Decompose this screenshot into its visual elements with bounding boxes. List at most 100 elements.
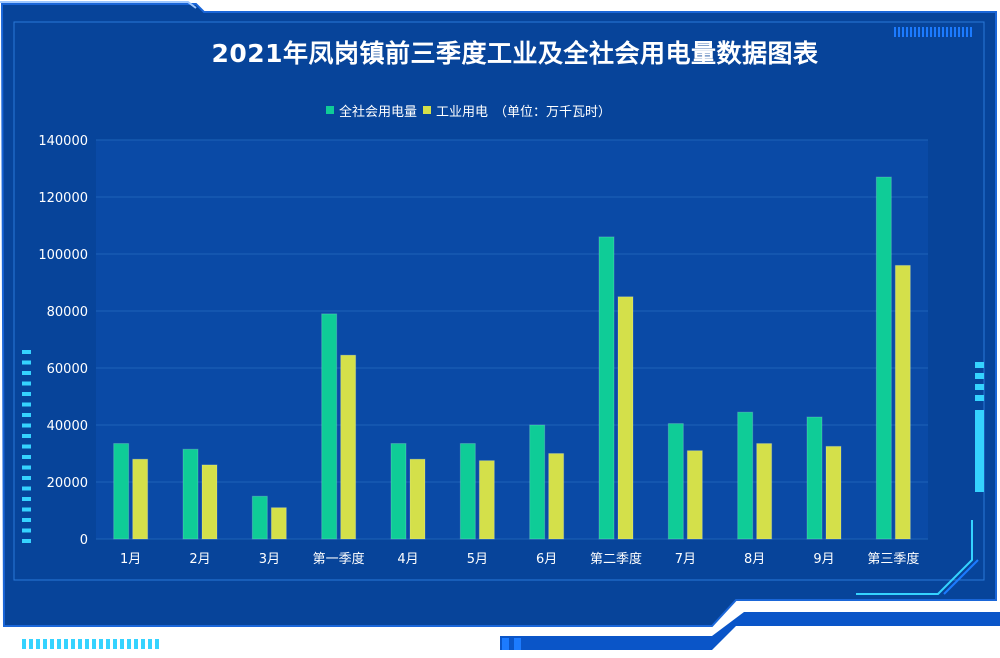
frame-dot xyxy=(975,395,984,401)
x-tick-label: 5月 xyxy=(467,552,488,567)
frame-dot xyxy=(22,402,31,407)
frame-dot xyxy=(22,639,26,649)
frame-dot xyxy=(22,476,31,480)
frame-dot xyxy=(898,27,900,37)
legend-unit-note: （单位：万千瓦时） xyxy=(494,104,612,120)
frame-dot xyxy=(934,27,936,37)
bar-total[interactable] xyxy=(598,236,615,540)
bar-industry[interactable] xyxy=(617,296,634,540)
frame-dot xyxy=(141,639,145,649)
legend-swatch-industry xyxy=(423,106,432,114)
right-indicator-bar xyxy=(975,410,984,492)
x-tick-label: 第三季度 xyxy=(867,551,919,567)
bar-total[interactable] xyxy=(875,176,892,540)
frame-dot xyxy=(22,528,31,533)
frame-corner-accent-2 xyxy=(943,559,979,595)
frame-inner-border xyxy=(13,21,985,581)
bar-total[interactable] xyxy=(529,424,546,540)
frame-dot xyxy=(962,27,964,37)
frame-dot xyxy=(22,350,31,354)
bar-industry[interactable] xyxy=(340,354,357,540)
x-tick-label: 第一季度 xyxy=(313,551,365,567)
frame-dot xyxy=(99,639,103,649)
frame-dot xyxy=(22,423,31,428)
right-indicator-dots xyxy=(975,362,984,401)
bar-industry[interactable] xyxy=(270,507,287,540)
frame-dot xyxy=(910,27,912,37)
frame-bottom-band xyxy=(500,612,1000,650)
bar-industry[interactable] xyxy=(894,264,911,540)
left-indicator-dots xyxy=(22,350,31,543)
bottom-indicator-dots xyxy=(22,638,521,650)
x-tick-label: 2月 xyxy=(189,552,210,567)
bar-total[interactable] xyxy=(806,416,823,540)
legend-label-total: 全社会用电量 xyxy=(339,104,418,120)
bar-industry[interactable] xyxy=(825,445,842,540)
frame-dot xyxy=(50,639,54,649)
x-tick-label: 8月 xyxy=(744,552,765,567)
frame-dot xyxy=(966,27,968,37)
frame-dot xyxy=(106,639,110,649)
x-tick-label: 4月 xyxy=(397,552,418,567)
plot-area xyxy=(96,140,928,539)
frame-dot xyxy=(78,639,82,649)
bar-total[interactable] xyxy=(251,495,268,540)
frame-dot xyxy=(906,27,908,37)
frame-dot xyxy=(22,455,31,459)
bar-total[interactable] xyxy=(667,423,684,540)
bar-total[interactable] xyxy=(113,443,130,540)
frame-dot xyxy=(92,639,96,649)
frame-dot xyxy=(22,381,31,386)
frame-dot xyxy=(36,639,40,649)
frame-dot xyxy=(113,639,117,649)
legend-label-industry: 工业用电 xyxy=(436,104,489,120)
bar-total[interactable] xyxy=(737,411,754,540)
bar-industry[interactable] xyxy=(686,450,703,540)
frame-dot xyxy=(43,639,47,649)
y-tick-label: 40000 xyxy=(47,419,88,434)
bar-total[interactable] xyxy=(459,443,476,540)
frame-dot xyxy=(22,497,31,501)
bar-industry[interactable] xyxy=(201,464,218,540)
frame-dot xyxy=(922,27,924,37)
frame-dot xyxy=(950,27,952,37)
bar-industry[interactable] xyxy=(132,458,149,540)
frame-dot xyxy=(975,373,984,379)
bar-total[interactable] xyxy=(390,443,407,540)
frame-dot xyxy=(120,639,124,649)
frame-dot xyxy=(514,638,521,650)
y-tick-label: 100000 xyxy=(38,248,88,263)
frame-dot xyxy=(894,27,896,37)
frame-dot xyxy=(57,639,61,649)
y-tick-label: 0 xyxy=(80,533,88,548)
frame-dot xyxy=(22,434,31,438)
legend: 全社会用电量 工业用电 （单位：万千瓦时） xyxy=(326,100,611,120)
frame-dot xyxy=(22,507,31,512)
legend-item-total[interactable]: 全社会用电量 xyxy=(326,101,417,120)
bar-industry[interactable] xyxy=(548,453,565,540)
frame-dot xyxy=(938,27,940,37)
frame-dot xyxy=(22,465,31,470)
chart-title: 2021年凤岗镇前三季度工业及全社会用电量数据图表 xyxy=(211,39,819,68)
bar-industry[interactable] xyxy=(478,460,495,540)
top-right-indicator-dots xyxy=(894,27,972,37)
frame-dot xyxy=(970,27,972,37)
y-tick-label: 60000 xyxy=(47,362,88,377)
frame-dot xyxy=(22,413,31,417)
frame-dot xyxy=(902,27,904,37)
frame-dot xyxy=(85,639,89,649)
x-tick-label: 7月 xyxy=(675,552,696,567)
bar-industry[interactable] xyxy=(756,443,773,540)
bar-total[interactable] xyxy=(321,313,338,540)
frame-dot xyxy=(930,27,932,37)
x-tick-label: 第二季度 xyxy=(590,551,642,567)
frame-top-accent xyxy=(0,1,197,9)
frame-dot xyxy=(975,362,984,368)
frame-dot xyxy=(926,27,928,37)
legend-item-industry[interactable]: 工业用电 xyxy=(423,101,488,120)
bar-total[interactable] xyxy=(182,448,199,540)
frame-corner-accent xyxy=(856,520,973,595)
frame-dot xyxy=(29,639,33,649)
bar-industry[interactable] xyxy=(409,458,426,540)
frame-dot xyxy=(22,539,31,543)
